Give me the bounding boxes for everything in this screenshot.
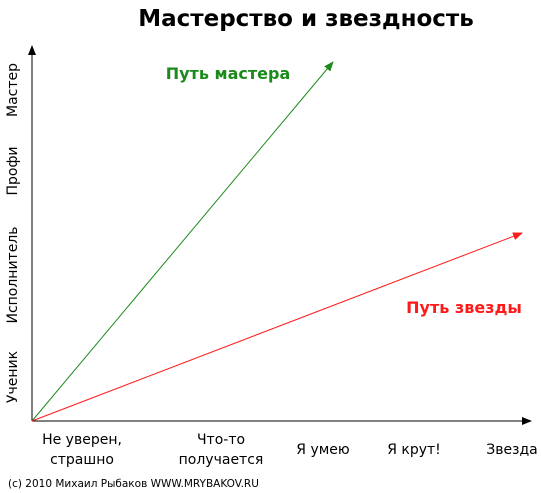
y-label: Мастер [5,63,21,117]
x-label: Я умею [296,442,350,458]
x-label: страшно [50,452,114,468]
x-label: Что-то [197,432,245,448]
x-label: Звезда [486,442,538,458]
master-arrow [31,61,334,422]
x-label: Не уверен, [42,432,122,448]
y-label: Профи [5,146,21,195]
y-label: Исполнитель [5,226,21,323]
star-label: Путь звезды [406,298,522,317]
star-arrow [31,232,523,422]
footer: (c) 2010 Михаил Рыбаков WWW.MRYBAKOV.RU [8,478,259,490]
x-label: Я крут! [387,442,441,458]
master-label: Путь мастера [166,64,291,83]
x-label: получается [179,452,264,468]
y-label: Ученик [5,351,21,403]
title: Мастерство и звездность [138,6,474,32]
